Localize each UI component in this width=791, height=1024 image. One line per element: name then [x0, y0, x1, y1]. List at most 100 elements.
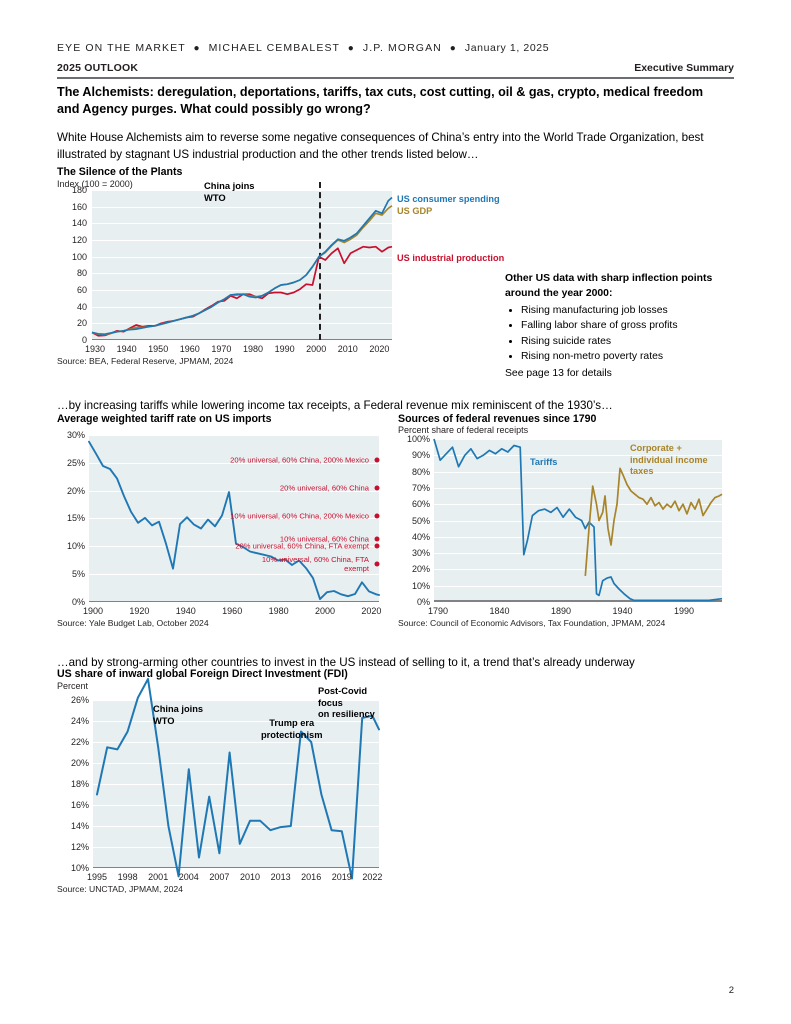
chart4-xtick: 2022: [362, 872, 383, 882]
chart4-ytick: 20%: [70, 758, 89, 768]
chart4-xtick: 2004: [178, 872, 199, 882]
chart2-xtick: 2000: [314, 606, 336, 616]
chart4-ytick: 12%: [70, 842, 89, 852]
chart1-ytick: 180: [71, 185, 87, 195]
chart2-xtick: 1900: [82, 606, 104, 616]
chart4-ytick: 22%: [70, 737, 89, 747]
chart3-ytick: 90%: [411, 450, 430, 461]
outlook-label: 2025 OUTLOOK: [57, 62, 139, 74]
chart4-annotation-wto: China joins WTO: [153, 704, 204, 726]
chart2-scenario-dot: [374, 513, 380, 519]
chart3-plot-area: Tariffs Corporate + individual income ta…: [433, 438, 723, 602]
chart3-source: Source: Council of Economic Advisors, Ta…: [398, 618, 666, 628]
chart1-xtick: 2010: [337, 344, 358, 354]
chart2-scenario-dot: [374, 536, 380, 541]
chart4-ytick: 18%: [70, 779, 89, 789]
chart2-ytick: 25%: [66, 457, 85, 468]
chart1-legend-gdp: US GDP: [397, 206, 433, 216]
intro-paragraph: White House Alchemists aim to reverse so…: [57, 131, 704, 161]
chart4-xtick: 2013: [270, 872, 291, 882]
chart4-xtick: 2016: [301, 872, 322, 882]
chart4-source: Source: UNCTAD, JPMAM, 2024: [57, 884, 183, 894]
chart-us-share-inward-fdi: US share of inward global Foreign Direct…: [57, 668, 397, 908]
chart3-ytick: 50%: [411, 515, 430, 526]
chart2-xtick: 1960: [222, 606, 243, 616]
chart2-ytick: 15%: [66, 513, 85, 524]
chart1-xtick: 1930: [84, 344, 106, 354]
chart1-title: The Silence of the Plants: [57, 166, 183, 178]
chart4-xtick: 2019: [331, 872, 352, 882]
chart2-source: Source: Yale Budget Lab, October 2024: [57, 618, 209, 628]
header-divider: [57, 77, 734, 79]
chart3-ytick: 30%: [411, 548, 430, 559]
chart-average-weighted-tariff: Average weighted tariff rate on US impor…: [57, 413, 387, 638]
list-item: Falling labor share of gross profits: [521, 318, 735, 333]
chart1-xtick: 1980: [242, 344, 264, 354]
chart1-ytick: 60: [76, 285, 87, 295]
callout-list: Rising manufacturing job losses Falling …: [505, 303, 735, 365]
list-item: Rising manufacturing job losses: [521, 303, 735, 318]
chart1-xtick: 1990: [274, 344, 295, 354]
chart1-ytick: 140: [71, 218, 87, 229]
chart2-scenario-dot: [374, 561, 380, 566]
chart1-ytick: 100: [71, 251, 87, 262]
page-title: The Alchemists: deregulation, deportatio…: [57, 85, 704, 116]
chart2-scenario-label: 10% universal, 60% China, 200% Mexico: [230, 511, 369, 521]
chart2-scenario-dot: [374, 457, 380, 463]
chart3-ytick: 80%: [411, 466, 430, 477]
chart1-xtick: 1950: [148, 344, 169, 354]
chart2-scenario-label: 20% universal, 60% China, 200% Mexico: [230, 455, 369, 465]
chart2-series-line: [88, 440, 380, 601]
chart-silence-of-the-plants: The Silence of the Plants Index (100 = 2…: [57, 166, 734, 390]
kicker-author: MICHAEL CEMBALEST: [208, 42, 340, 54]
chart3-ytick: 0%: [416, 597, 430, 607]
chart4-xtick: 2010: [239, 872, 261, 882]
chart4-ytick: 24%: [70, 716, 89, 726]
chart3-xtick: 1840: [489, 606, 510, 616]
chart4-ytick: 26%: [70, 695, 89, 705]
chart2-scenario-label: 20% universal, 60% China, FTA exempt: [235, 540, 369, 550]
chart1-xtick: 1970: [211, 344, 232, 354]
chart3-xtick: 1990: [673, 606, 695, 616]
chart3-title: Sources of federal revenues since 1790: [398, 413, 597, 425]
chart3-xtick: 1940: [612, 606, 633, 616]
chart3-xtick: 1790: [427, 606, 449, 616]
chart3-ytick: 60%: [411, 499, 430, 510]
chart1-ytick: 80: [76, 268, 87, 279]
chart1-wto-marker: [319, 182, 321, 340]
chart1-legend-consumer-spending: US consumer spending: [397, 194, 500, 204]
chart2-plot-area: [88, 435, 380, 602]
chart2-xtick: 1920: [129, 606, 150, 616]
chart3-ytick: 10%: [411, 580, 430, 591]
kicker-firm: J.P. MORGAN: [362, 42, 442, 54]
chart1-xtick: 2020: [369, 344, 390, 354]
publication-kicker: EYE ON THE MARKET ● MICHAEL CEMBALEST ● …: [57, 42, 549, 54]
chart4-ytick: 14%: [70, 821, 89, 831]
chart2-title: Average weighted tariff rate on US impor…: [57, 413, 272, 425]
tariff-paragraph: …by increasing tariffs while lowering in…: [57, 399, 613, 412]
chart2-scenario-dot: [374, 485, 380, 491]
chart4-title: US share of inward global Foreign Direct…: [57, 668, 348, 680]
chart3-ytick: 40%: [411, 531, 430, 542]
callout-footer: See page 13 for details: [505, 367, 612, 379]
chart4-xtick: 1995: [86, 872, 108, 882]
chart3-series-lines: [433, 438, 723, 602]
chart4-annotation-postcovid: Post-Covid focus on resiliency: [318, 686, 375, 720]
chart2-xtick: 1940: [175, 606, 196, 616]
kicker-date: January 1, 2025: [464, 42, 550, 54]
chart4-series-line: [96, 678, 380, 880]
chart1-source: Source: BEA, Federal Reserve, JPMAM, 202…: [57, 356, 234, 366]
list-item: Rising suicide rates: [521, 334, 735, 349]
kicker-sep-3: ●: [445, 43, 461, 54]
chart4-annotation-trump: Trump era protectionism: [261, 718, 323, 740]
chart2-scenario-dot: [374, 543, 380, 548]
chart1-series-lines: [91, 196, 393, 337]
chart4-plot-area: China joins WTO Trump era protectionism Po…: [93, 678, 380, 880]
chart3-xtick: 1890: [550, 606, 572, 616]
chart1-ytick: 0: [81, 335, 87, 345]
chart2-xtick: 2020: [361, 606, 382, 616]
chart2-scenario-label: 10% universal, 60% China: [279, 533, 369, 543]
chart1-xtick: 1960: [179, 344, 200, 354]
chart3-subtitle: Percent share of federal receipts: [398, 425, 529, 435]
